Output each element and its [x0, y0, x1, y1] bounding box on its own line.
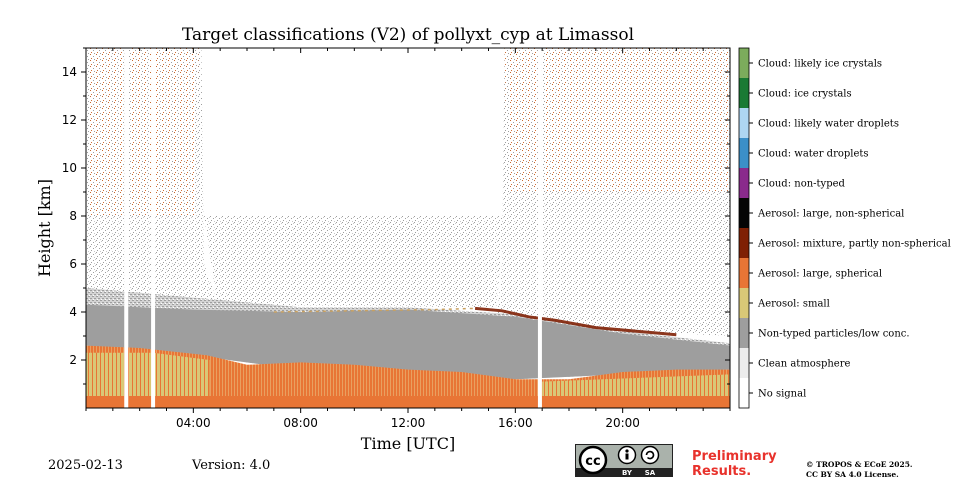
colorbar-swatch-6 [739, 228, 749, 258]
x-axis-label: Time [UTC] [361, 434, 455, 453]
x-tick-label-4: 04:00 [176, 416, 211, 430]
colorbar-swatch-4 [739, 168, 749, 198]
colorbar-label-3: Cloud: water droplets [758, 149, 869, 160]
sa-icon [640, 445, 660, 465]
x-tick-label-20: 20:00 [605, 416, 640, 430]
sa-label: SA [645, 469, 656, 477]
cc-by-sa-license-icon: cc BY SA [575, 444, 673, 477]
preliminary-results-note: Preliminary Results. [692, 449, 777, 479]
preliminary-line-2: Results. [692, 464, 752, 479]
colorbar-label-7: Aerosol: large, spherical [757, 269, 882, 280]
speckle-orange-late [504, 48, 730, 192]
colorbar-swatch-0 [739, 48, 749, 78]
y-tick-label-4: 4 [69, 305, 77, 319]
y-axis-label: Height [km] [35, 179, 54, 277]
colorbar-label-1: Cloud: ice crystals [758, 89, 852, 100]
copyright-line-2: CC BY SA 4.0 License. [806, 470, 899, 479]
aerosol-near-ground [86, 396, 730, 408]
x-tick-label-16: 16:00 [498, 416, 533, 430]
speckle-region-midday [204, 216, 505, 308]
copyright-line-1: © TROPOS & ECoE 2025. [806, 460, 913, 469]
non-typed-core [86, 304, 730, 380]
colorbar-swatch-8 [739, 288, 749, 318]
aerosol-small-patch-late [542, 374, 730, 396]
data-gap-1655 [537, 48, 542, 408]
by-label: BY [622, 469, 633, 477]
y-axis: 2 4 6 8 10 12 14 [62, 47, 730, 385]
aerosol-mixture-layer [474, 306, 677, 337]
colorbar-swatch-5 [739, 198, 749, 228]
data-gap-0230 [151, 48, 156, 408]
preliminary-line-1: Preliminary [692, 449, 777, 464]
colorbar-label-10: Clean atmosphere [758, 359, 851, 370]
x-tick-label-8: 08:00 [283, 416, 318, 430]
data-gap-0130 [124, 48, 129, 408]
version-label: Version: 4.0 [192, 458, 271, 473]
x-axis: 04:00 08:00 12:00 16:00 20:00 [85, 48, 731, 430]
colorbar-swatch-7 [739, 258, 749, 288]
colorbar-label-6: Aerosol: mixture, partly non-spherical [757, 239, 951, 250]
x-tick-label-12: 12:00 [391, 416, 426, 430]
colorbar-swatch-2 [739, 108, 749, 138]
colorbar-label-2: Cloud: likely water droplets [758, 119, 899, 130]
colorbar-swatch-10 [739, 348, 749, 378]
colorbar-label-9: Non-typed particles/low conc. [758, 329, 910, 340]
cc-icon: cc [585, 454, 600, 469]
y-tick-label-8: 8 [69, 209, 77, 223]
colorbar-label-8: Aerosol: small [757, 299, 830, 310]
y-tick-label-14: 14 [62, 65, 77, 79]
speckle-orange-early [86, 48, 199, 216]
colorbar-swatch-3 [739, 138, 749, 168]
colorbar-label-5: Aerosol: large, non-spherical [757, 209, 904, 220]
colorbar-swatch-11 [739, 378, 749, 408]
y-tick-label-6: 6 [69, 257, 77, 271]
aerosol-small-patch-early [86, 352, 210, 396]
colorbar-frame [738, 47, 750, 409]
classification-heatmap [86, 48, 730, 408]
copyright-note: © TROPOS & ECoE 2025. CC BY SA 4.0 Licen… [806, 460, 913, 480]
colorbar-label-0: Cloud: likely ice crystals [758, 59, 882, 70]
colorbar-label-11: No signal [758, 389, 806, 400]
colorbar-label-4: Cloud: non-typed [758, 179, 846, 190]
colorbar: Cloud: likely ice crystals Cloud: ice cry… [738, 47, 951, 409]
colorbar-swatch-9 [739, 318, 749, 348]
chart-title: Target classifications (V2) of pollyxt_c… [181, 25, 635, 45]
colorbar-swatch-1 [739, 78, 749, 108]
y-tick-label-10: 10 [62, 161, 77, 175]
date-label: 2025-02-13 [48, 458, 123, 473]
y-tick-label-2: 2 [69, 353, 77, 367]
y-tick-label-12: 12 [62, 113, 77, 127]
aerosol-small-elevated-layer [273, 307, 476, 313]
